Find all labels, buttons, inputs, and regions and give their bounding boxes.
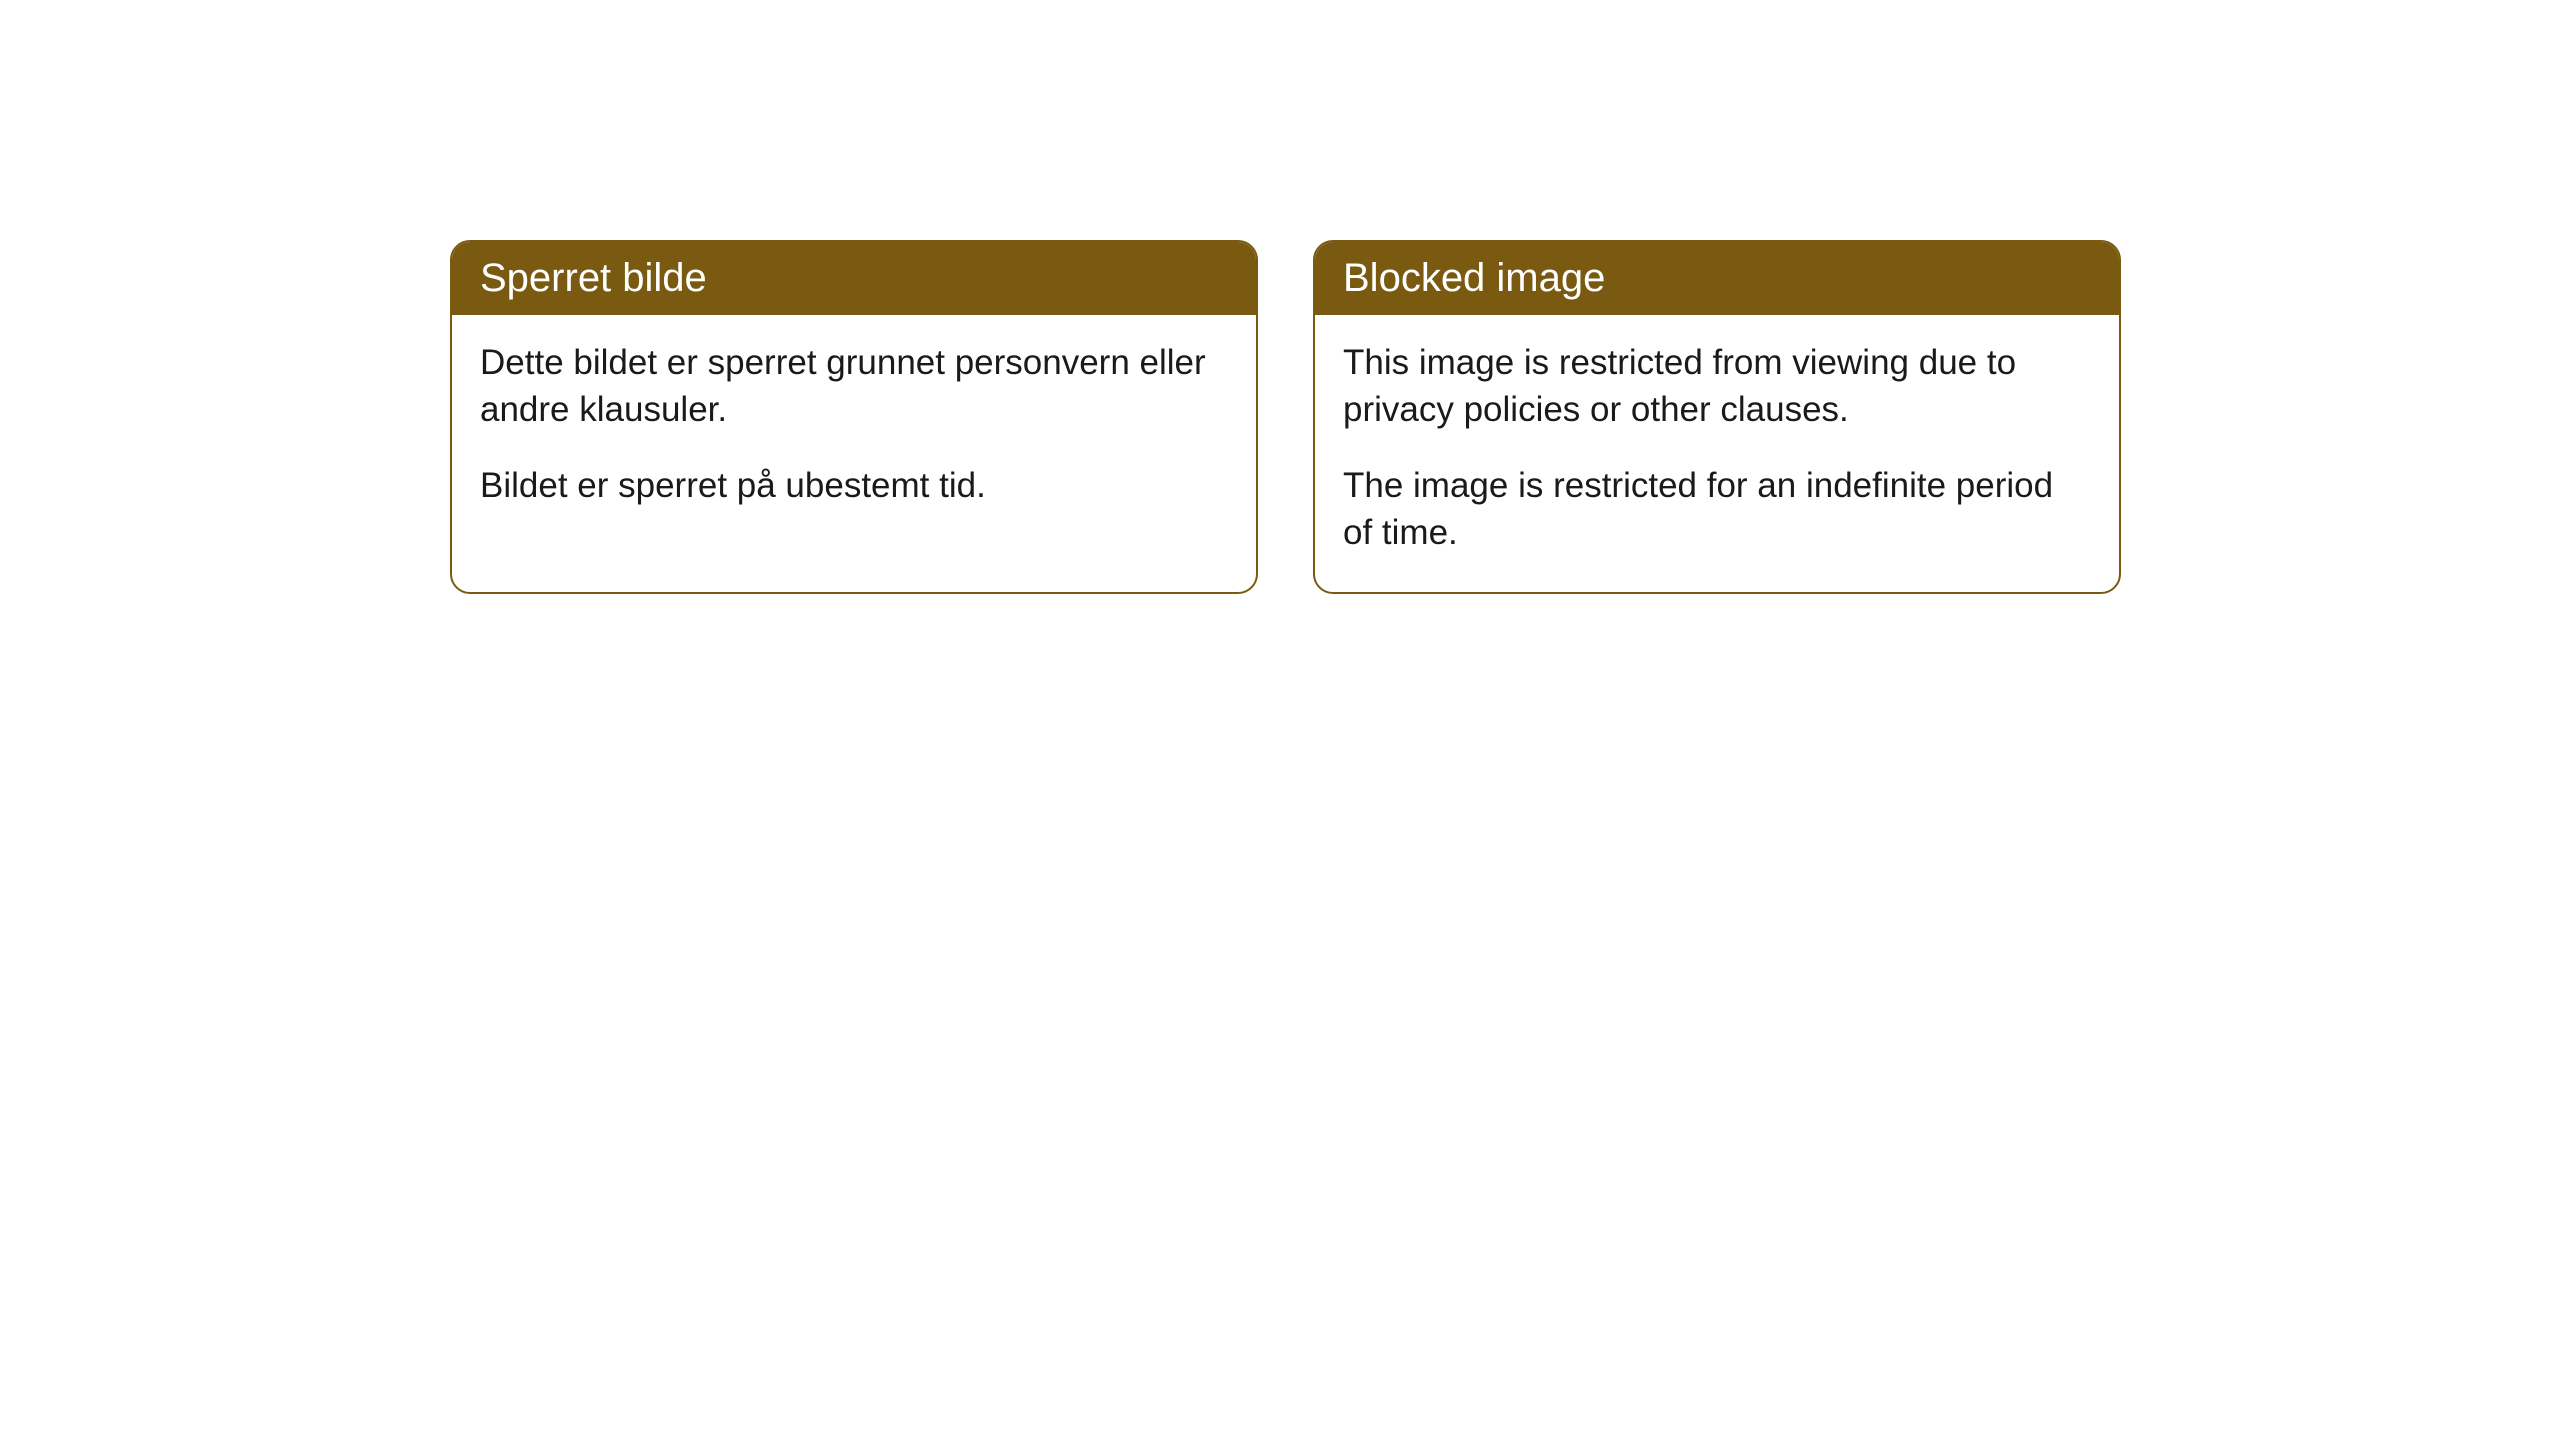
card-title-norwegian: Sperret bilde [480,256,707,300]
card-paragraph-2-english: The image is restricted for an indefinit… [1343,462,2091,557]
card-paragraph-1-english: This image is restricted from viewing du… [1343,339,2091,434]
card-body-english: This image is restricted from viewing du… [1315,315,2119,592]
card-paragraph-1-norwegian: Dette bildet er sperret grunnet personve… [480,339,1228,434]
card-english: Blocked image This image is restricted f… [1313,240,2121,594]
cards-container: Sperret bilde Dette bildet er sperret gr… [0,0,2560,594]
card-title-english: Blocked image [1343,256,1605,300]
card-header-english: Blocked image [1315,242,2119,315]
card-norwegian: Sperret bilde Dette bildet er sperret gr… [450,240,1258,594]
card-header-norwegian: Sperret bilde [452,242,1256,315]
card-paragraph-2-norwegian: Bildet er sperret på ubestemt tid. [480,462,1228,509]
card-body-norwegian: Dette bildet er sperret grunnet personve… [452,315,1256,545]
